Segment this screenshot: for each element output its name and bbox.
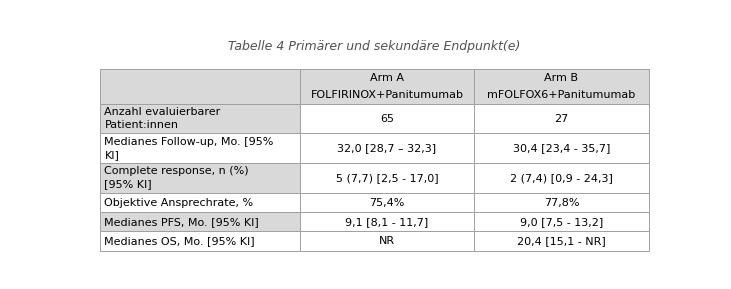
Text: 9,0 [7,5 - 13,2]: 9,0 [7,5 - 13,2] [520,217,603,227]
Text: 65: 65 [380,114,394,123]
Text: 9,1 [8,1 - 11,7]: 9,1 [8,1 - 11,7] [345,217,428,227]
Bar [100,104,300,134]
Text: Medianes OS, Mo. [95% KI]: Medianes OS, Mo. [95% KI] [105,236,255,246]
Bar [100,163,300,193]
Bar [300,134,474,163]
Bar [300,163,474,193]
Bar [474,231,649,251]
Text: Arm A: Arm A [370,73,404,83]
Bar [474,163,649,193]
Text: Medianes PFS, Mo. [95% KI]: Medianes PFS, Mo. [95% KI] [105,217,260,227]
Bar [100,212,300,231]
Bar [100,69,300,104]
Bar [474,212,649,231]
Text: NR: NR [379,236,395,246]
Bar [474,69,649,104]
Bar [100,231,300,251]
Text: 32,0 [28,7 – 32,3]: 32,0 [28,7 – 32,3] [338,143,436,153]
Text: Complete response, n (%): Complete response, n (%) [105,166,249,177]
Bar [100,193,300,212]
Text: Anzahl evaluierbarer: Anzahl evaluierbarer [105,107,221,117]
Text: 20,4 [15,1 - NR]: 20,4 [15,1 - NR] [517,236,606,246]
Text: 30,4 [23,4 - 35,7]: 30,4 [23,4 - 35,7] [512,143,610,153]
Text: Tabelle 4 Primärer und sekundäre Endpunkt(e): Tabelle 4 Primärer und sekundäre Endpunk… [229,40,520,53]
Bar [474,104,649,134]
Bar [474,193,649,212]
Text: [95% KI]: [95% KI] [105,179,152,190]
Text: mFOLFOX6+Panitumumab: mFOLFOX6+Panitumumab [488,90,635,100]
Bar [474,134,649,163]
Text: 27: 27 [554,114,569,123]
Bar [100,134,300,163]
Text: 75,4%: 75,4% [369,197,405,208]
Bar [300,231,474,251]
Text: Arm B: Arm B [545,73,578,83]
Text: 2 (7,4) [0,9 - 24,3]: 2 (7,4) [0,9 - 24,3] [510,173,613,183]
Text: KI]: KI] [105,150,119,160]
Text: Objektive Ansprechrate, %: Objektive Ansprechrate, % [105,197,254,208]
Text: 77,8%: 77,8% [544,197,579,208]
Text: FOLFIRINOX+Panitumumab: FOLFIRINOX+Panitumumab [311,90,463,100]
Text: 5 (7,7) [2,5 - 17,0]: 5 (7,7) [2,5 - 17,0] [336,173,439,183]
Bar [300,193,474,212]
Bar [300,69,474,104]
Text: Patient:innen: Patient:innen [105,120,178,130]
Bar [300,104,474,134]
Text: Medianes Follow-up, Mo. [95%: Medianes Follow-up, Mo. [95% [105,137,274,147]
Bar [300,212,474,231]
